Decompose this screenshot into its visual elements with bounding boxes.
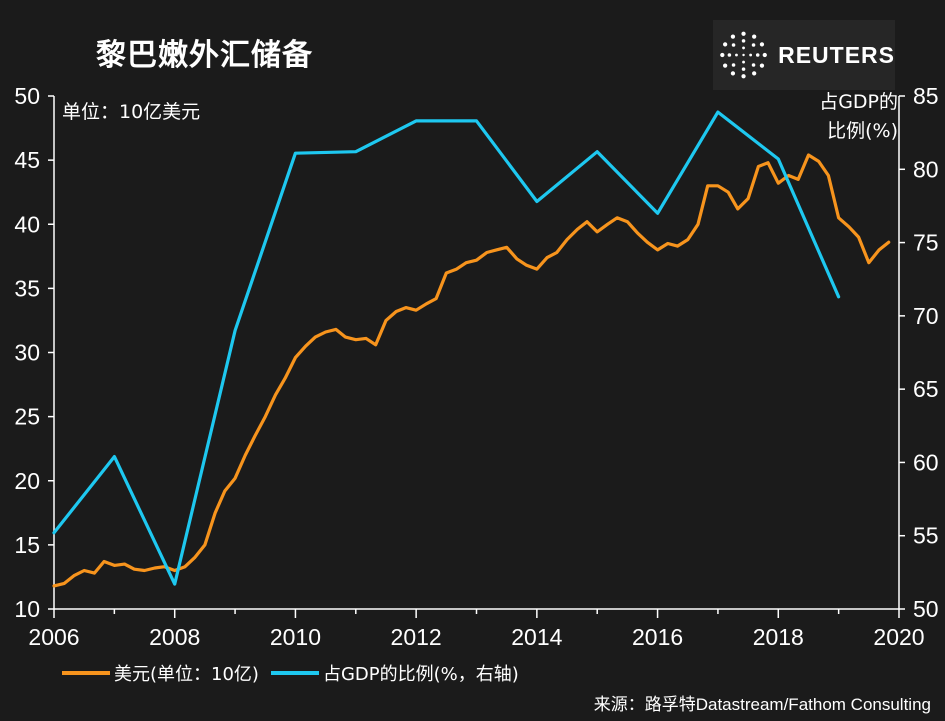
y-left-tick-label: 40 [14, 211, 40, 237]
source-note: 来源：路孚特Datastream/Fathom Consulting [593, 695, 931, 714]
right-axis-label: 占GDP的 比例(%) [819, 88, 898, 146]
y-right-tick-label: 65 [913, 376, 939, 402]
y-left-tick-label: 45 [14, 147, 40, 173]
y-right-tick-label: 70 [913, 303, 939, 329]
chart-title: 黎巴嫩外汇储备 [96, 38, 313, 73]
right-axis-label-line: 占GDP的 [819, 91, 898, 113]
series-line-gdp-ratio [52, 110, 841, 586]
legend-label-gdp-ratio: 占GDP的比例(%，右轴) [322, 664, 519, 685]
y-right-tick-label: 80 [913, 156, 939, 182]
legend: 美元(单位：10亿) 占GDP的比例(%，右轴) [62, 660, 531, 686]
y-left-tick-label: 30 [14, 340, 40, 366]
legend-item-gdp-ratio: 占GDP的比例(%，右轴) [270, 660, 519, 686]
series-layer [52, 110, 891, 588]
legend-swatch-gdp-ratio [270, 671, 319, 675]
y-left-tick-label: 15 [14, 532, 40, 558]
x-tick-label: 2020 [873, 624, 924, 650]
y-left-tick-label: 10 [14, 596, 40, 622]
y-right-tick-label: 75 [913, 230, 939, 256]
legend-item-reserves: 美元(单位：10亿) [62, 660, 259, 686]
y-right-tick-label: 60 [913, 449, 939, 475]
y-left-tick-label: 35 [14, 275, 40, 301]
y-right-tick-label: 50 [913, 596, 939, 622]
reuters-wordmark: REUTERS [778, 41, 895, 68]
y-left-tick-label: 25 [14, 404, 40, 430]
x-tick-label: 2012 [391, 624, 442, 650]
x-tick-label: 2018 [753, 624, 804, 650]
legend-swatch-reserves [62, 671, 110, 675]
y-right-tick-label: 85 [913, 83, 939, 109]
y-left-tick-label: 50 [14, 83, 40, 109]
legend-label-reserves: 美元(单位：10亿) [114, 664, 259, 685]
x-tick-label: 2016 [632, 624, 683, 650]
y-right-tick-label: 55 [913, 523, 939, 549]
axes: 10 15 20 25 30 35 40 45 50 50 55 60 65 70 75 80 85 2006 20… [14, 83, 938, 650]
x-tick-label: 2014 [511, 624, 562, 650]
y-left-tick-label: 20 [14, 468, 40, 494]
series-line-reserves [52, 153, 891, 588]
x-tick-label: 2010 [270, 624, 321, 650]
x-tick-label: 2006 [28, 624, 79, 650]
left-axis-label: 单位：10亿美元 [62, 101, 201, 123]
reuters-logo: REUTERS [713, 20, 895, 90]
x-tick-label: 2008 [149, 624, 200, 650]
reuters-dot-circle-icon [720, 31, 767, 79]
right-axis-label-line: 比例(%) [827, 120, 898, 142]
